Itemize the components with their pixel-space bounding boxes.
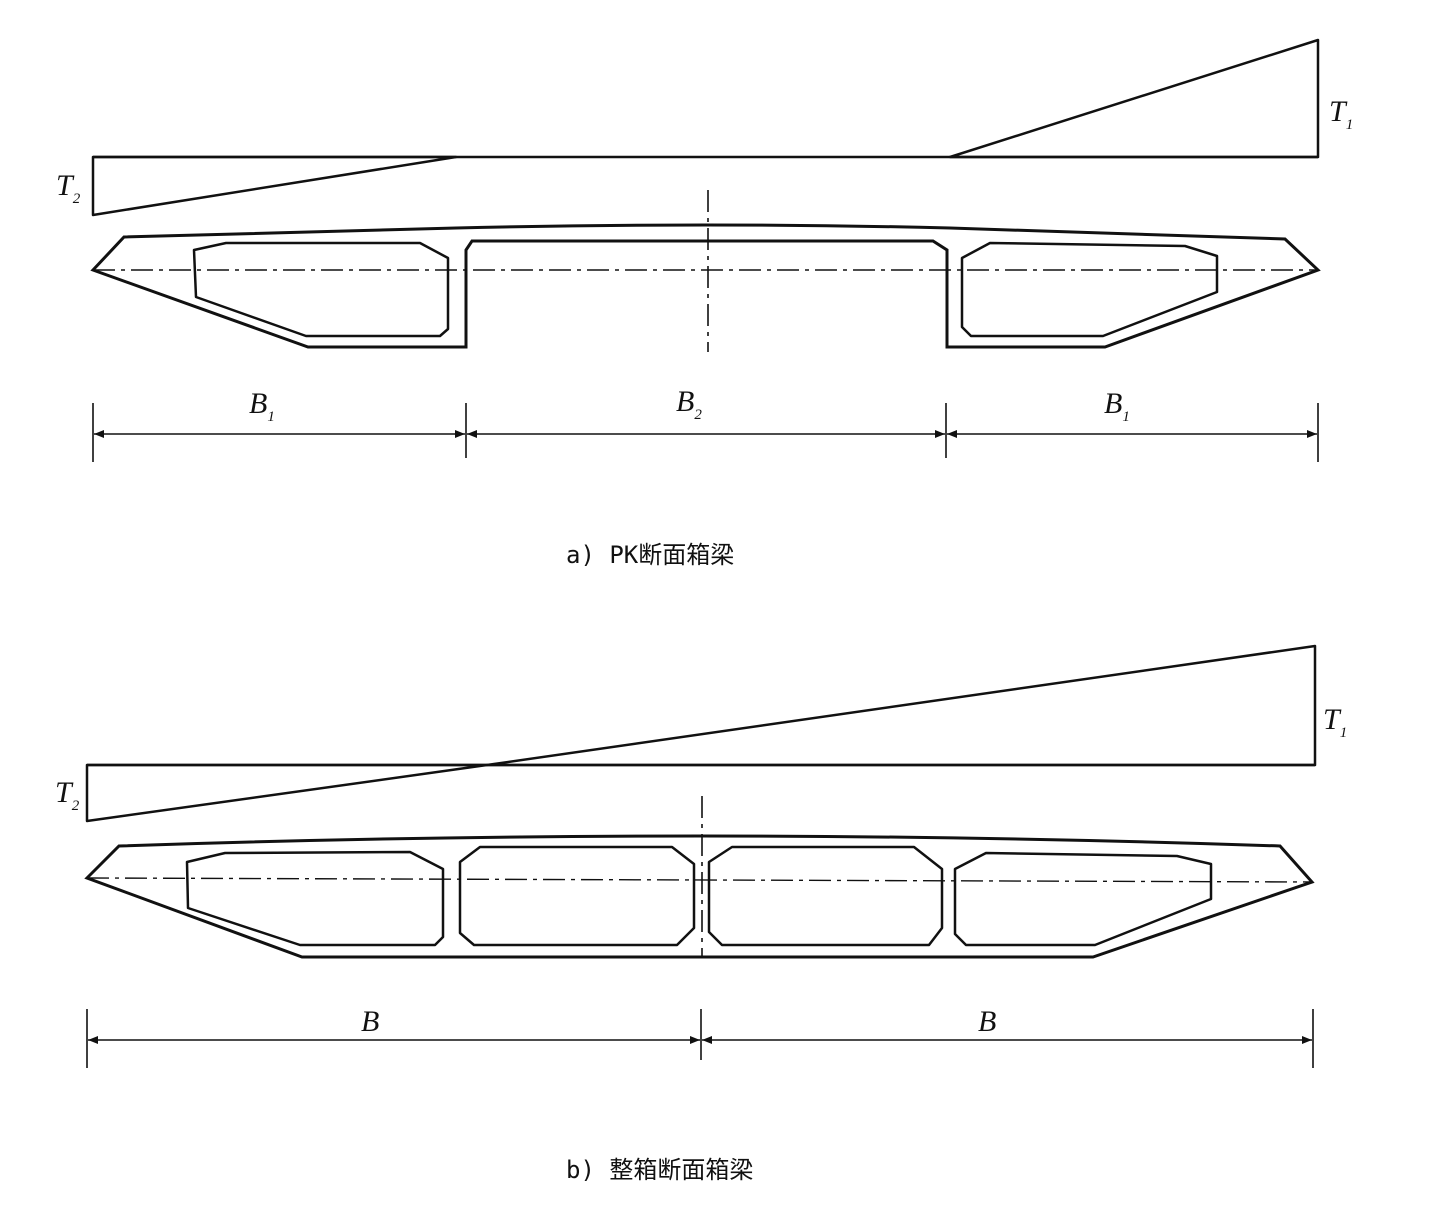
cell-2 — [458, 845, 696, 947]
caption-a: a) PK断面箱梁 — [566, 541, 734, 569]
label-t1: T1 — [1329, 95, 1353, 133]
label-b-left: B — [361, 1005, 379, 1038]
dimensions-b — [86, 1009, 1314, 1068]
torque-t2-triangle — [85, 763, 489, 823]
torque-t2-triangle — [91, 155, 458, 217]
figure-b: T1 T2 B B b) 整箱断面箱梁 — [55, 644, 1347, 1184]
caption-b: b) 整箱断面箱梁 — [566, 1156, 753, 1184]
pk-box-girder-section — [90, 190, 1321, 352]
label-b-right: B — [978, 1005, 996, 1038]
torque-t1-triangle — [485, 644, 1317, 767]
full-box-girder-section — [84, 796, 1315, 959]
dimensions-a — [92, 403, 1319, 462]
torque-t1-triangle — [948, 38, 1320, 159]
label-b1-right: B1 — [1104, 387, 1130, 425]
cell-3 — [707, 845, 944, 947]
section-centroid-axis — [86, 877, 1313, 883]
label-t2: T2 — [56, 169, 81, 207]
label-b1-left: B1 — [249, 387, 275, 425]
figure-a: T1 T2 B1 B2 B1 a) PK断面箱梁 — [56, 38, 1353, 569]
cell-left — [192, 241, 450, 338]
girder-outline — [84, 834, 1315, 959]
girder-outline-left — [90, 223, 1321, 349]
cell-4 — [953, 851, 1213, 947]
label-t2: T2 — [55, 776, 80, 814]
torque-diagram-b — [85, 644, 1317, 823]
label-t1: T1 — [1323, 703, 1347, 741]
label-b2: B2 — [676, 385, 702, 423]
torque-diagram-a — [91, 38, 1320, 217]
cell-right — [960, 241, 1219, 338]
cell-1 — [185, 850, 445, 947]
